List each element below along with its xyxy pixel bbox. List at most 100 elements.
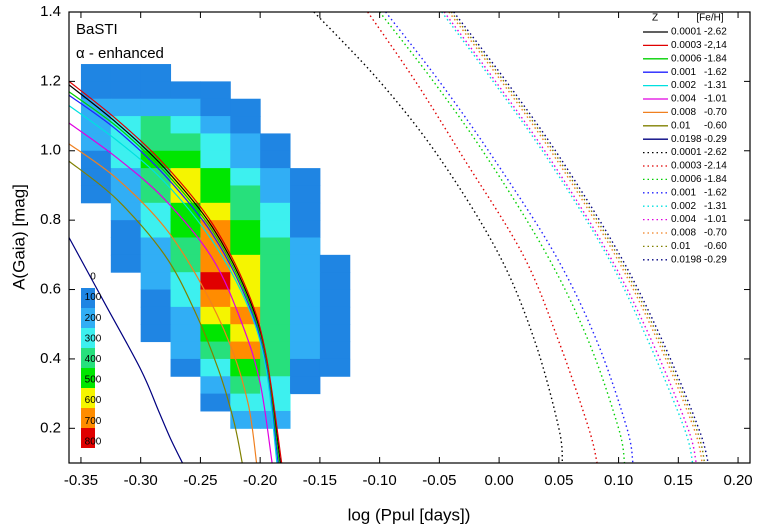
heat-cell: [200, 168, 231, 186]
legend-label: 0.002: [671, 80, 696, 91]
annotation: α - enhanced: [76, 45, 164, 62]
heat-cell: [200, 150, 231, 169]
colorbar-label: 700: [85, 416, 102, 427]
heat-cell: [230, 185, 261, 204]
curve: [453, 12, 709, 463]
curve: [69, 94, 279, 463]
heat-cell: [170, 341, 201, 360]
legend-label: -1.01: [704, 94, 727, 105]
heat-cell: [170, 98, 201, 117]
curves: [69, 12, 709, 463]
heat-cell: [140, 306, 172, 325]
legend-label: 0.0006: [671, 174, 702, 185]
legend-label: -1.84: [704, 174, 727, 185]
legend-label: -0.70: [704, 107, 727, 118]
x-tick-label: 0.10: [604, 472, 633, 489]
legend-label: -0.60: [704, 120, 727, 131]
curve: [450, 12, 706, 463]
colorbar-label: 400: [85, 354, 102, 365]
legend-label: -0.70: [704, 228, 727, 239]
heat-cell: [80, 64, 112, 82]
heat-cell: [230, 237, 261, 256]
legend-label: -1.62: [704, 187, 727, 198]
heat-cell: [319, 306, 351, 325]
x-tick-label: -0.05: [422, 472, 456, 489]
legend-header: Z: [652, 13, 658, 24]
annotation: BaSTI: [76, 21, 118, 38]
legend-label: 0.004: [671, 94, 696, 105]
heat-cell: [140, 98, 172, 117]
heat-cell: [140, 254, 172, 273]
heat-cell: [319, 324, 351, 343]
heat-cell: [200, 376, 231, 395]
heat-cell: [260, 341, 291, 360]
heat-cell: [170, 220, 201, 238]
heat-cell: [140, 202, 172, 221]
heat-cell: [230, 376, 261, 395]
heat-cell: [140, 237, 172, 256]
heat-cell: [230, 220, 261, 238]
colorbar-label: 300: [85, 333, 102, 344]
heat-cell: [260, 185, 291, 204]
curve: [367, 12, 598, 463]
x-tick-label: 0.20: [723, 472, 752, 489]
colorbar-box: [81, 288, 95, 308]
heat-cell: [260, 133, 291, 152]
heat-cell: [170, 289, 201, 308]
curve: [69, 143, 258, 463]
heat-cell: [260, 254, 291, 273]
y-axis-label: A(Gaia) [mag]: [9, 184, 28, 290]
colorbar-box: [81, 428, 95, 448]
heat-cell: [260, 272, 291, 291]
heat-cell: [140, 116, 172, 134]
heat-cell: [110, 237, 142, 256]
heat-cell: [290, 272, 321, 291]
heat-cell: [170, 168, 201, 186]
x-tick-label: -0.20: [243, 472, 277, 489]
overlay: -0.35 -0.30 -0.25 -0.20 -0.15 -0.10 -0.05 0.00 0…: [40, 3, 753, 489]
y-tick-label: 1.4: [40, 3, 61, 20]
heat-cell: [230, 116, 261, 134]
heat-cell: [170, 254, 201, 273]
y-tick-label: 1.2: [40, 72, 61, 89]
colorbar-label: 200: [85, 313, 102, 324]
legend-label: 0.002: [671, 201, 696, 212]
heat-cell: [200, 272, 231, 291]
curve: [69, 237, 184, 463]
heat-cell: [200, 393, 231, 412]
colorbar-box: [81, 368, 95, 388]
heat-cell: [140, 133, 172, 152]
legend-label: -0.29: [704, 254, 727, 265]
heat-cell: [170, 324, 201, 343]
heat-cell: [110, 98, 142, 117]
heat-cell: [290, 341, 321, 360]
curve: [69, 84, 282, 463]
curve: [69, 105, 278, 463]
heat-cell: [290, 324, 321, 343]
heat-cell: [290, 168, 321, 186]
heat-cell: [260, 237, 291, 256]
colorbar-label: 100: [85, 292, 102, 303]
heat-cell: [260, 150, 291, 169]
heat-cell: [290, 237, 321, 256]
heat-cell: [230, 150, 261, 169]
legend-label: 0.01: [671, 241, 691, 252]
plot-frame: [68, 11, 751, 464]
y-tick-label: 0.8: [40, 211, 61, 228]
heat-cell: [110, 185, 142, 204]
heat-cell: [290, 254, 321, 273]
heat-cell: [110, 64, 142, 82]
heat-cell: [230, 393, 261, 412]
colorbar-box: [81, 388, 95, 408]
legend-label: -2.62: [704, 27, 727, 38]
legend-label: -0.29: [704, 134, 727, 145]
legend-label: 0.0198: [671, 134, 702, 145]
heat-cell: [260, 393, 291, 412]
curve: [379, 12, 626, 463]
legend-label: -1.84: [704, 53, 727, 64]
heat-cell: [260, 306, 291, 325]
heat-cell: [110, 202, 142, 221]
legend-label: -2.14: [704, 161, 727, 172]
curve: [443, 12, 697, 463]
legend-label: -1.31: [704, 201, 727, 212]
